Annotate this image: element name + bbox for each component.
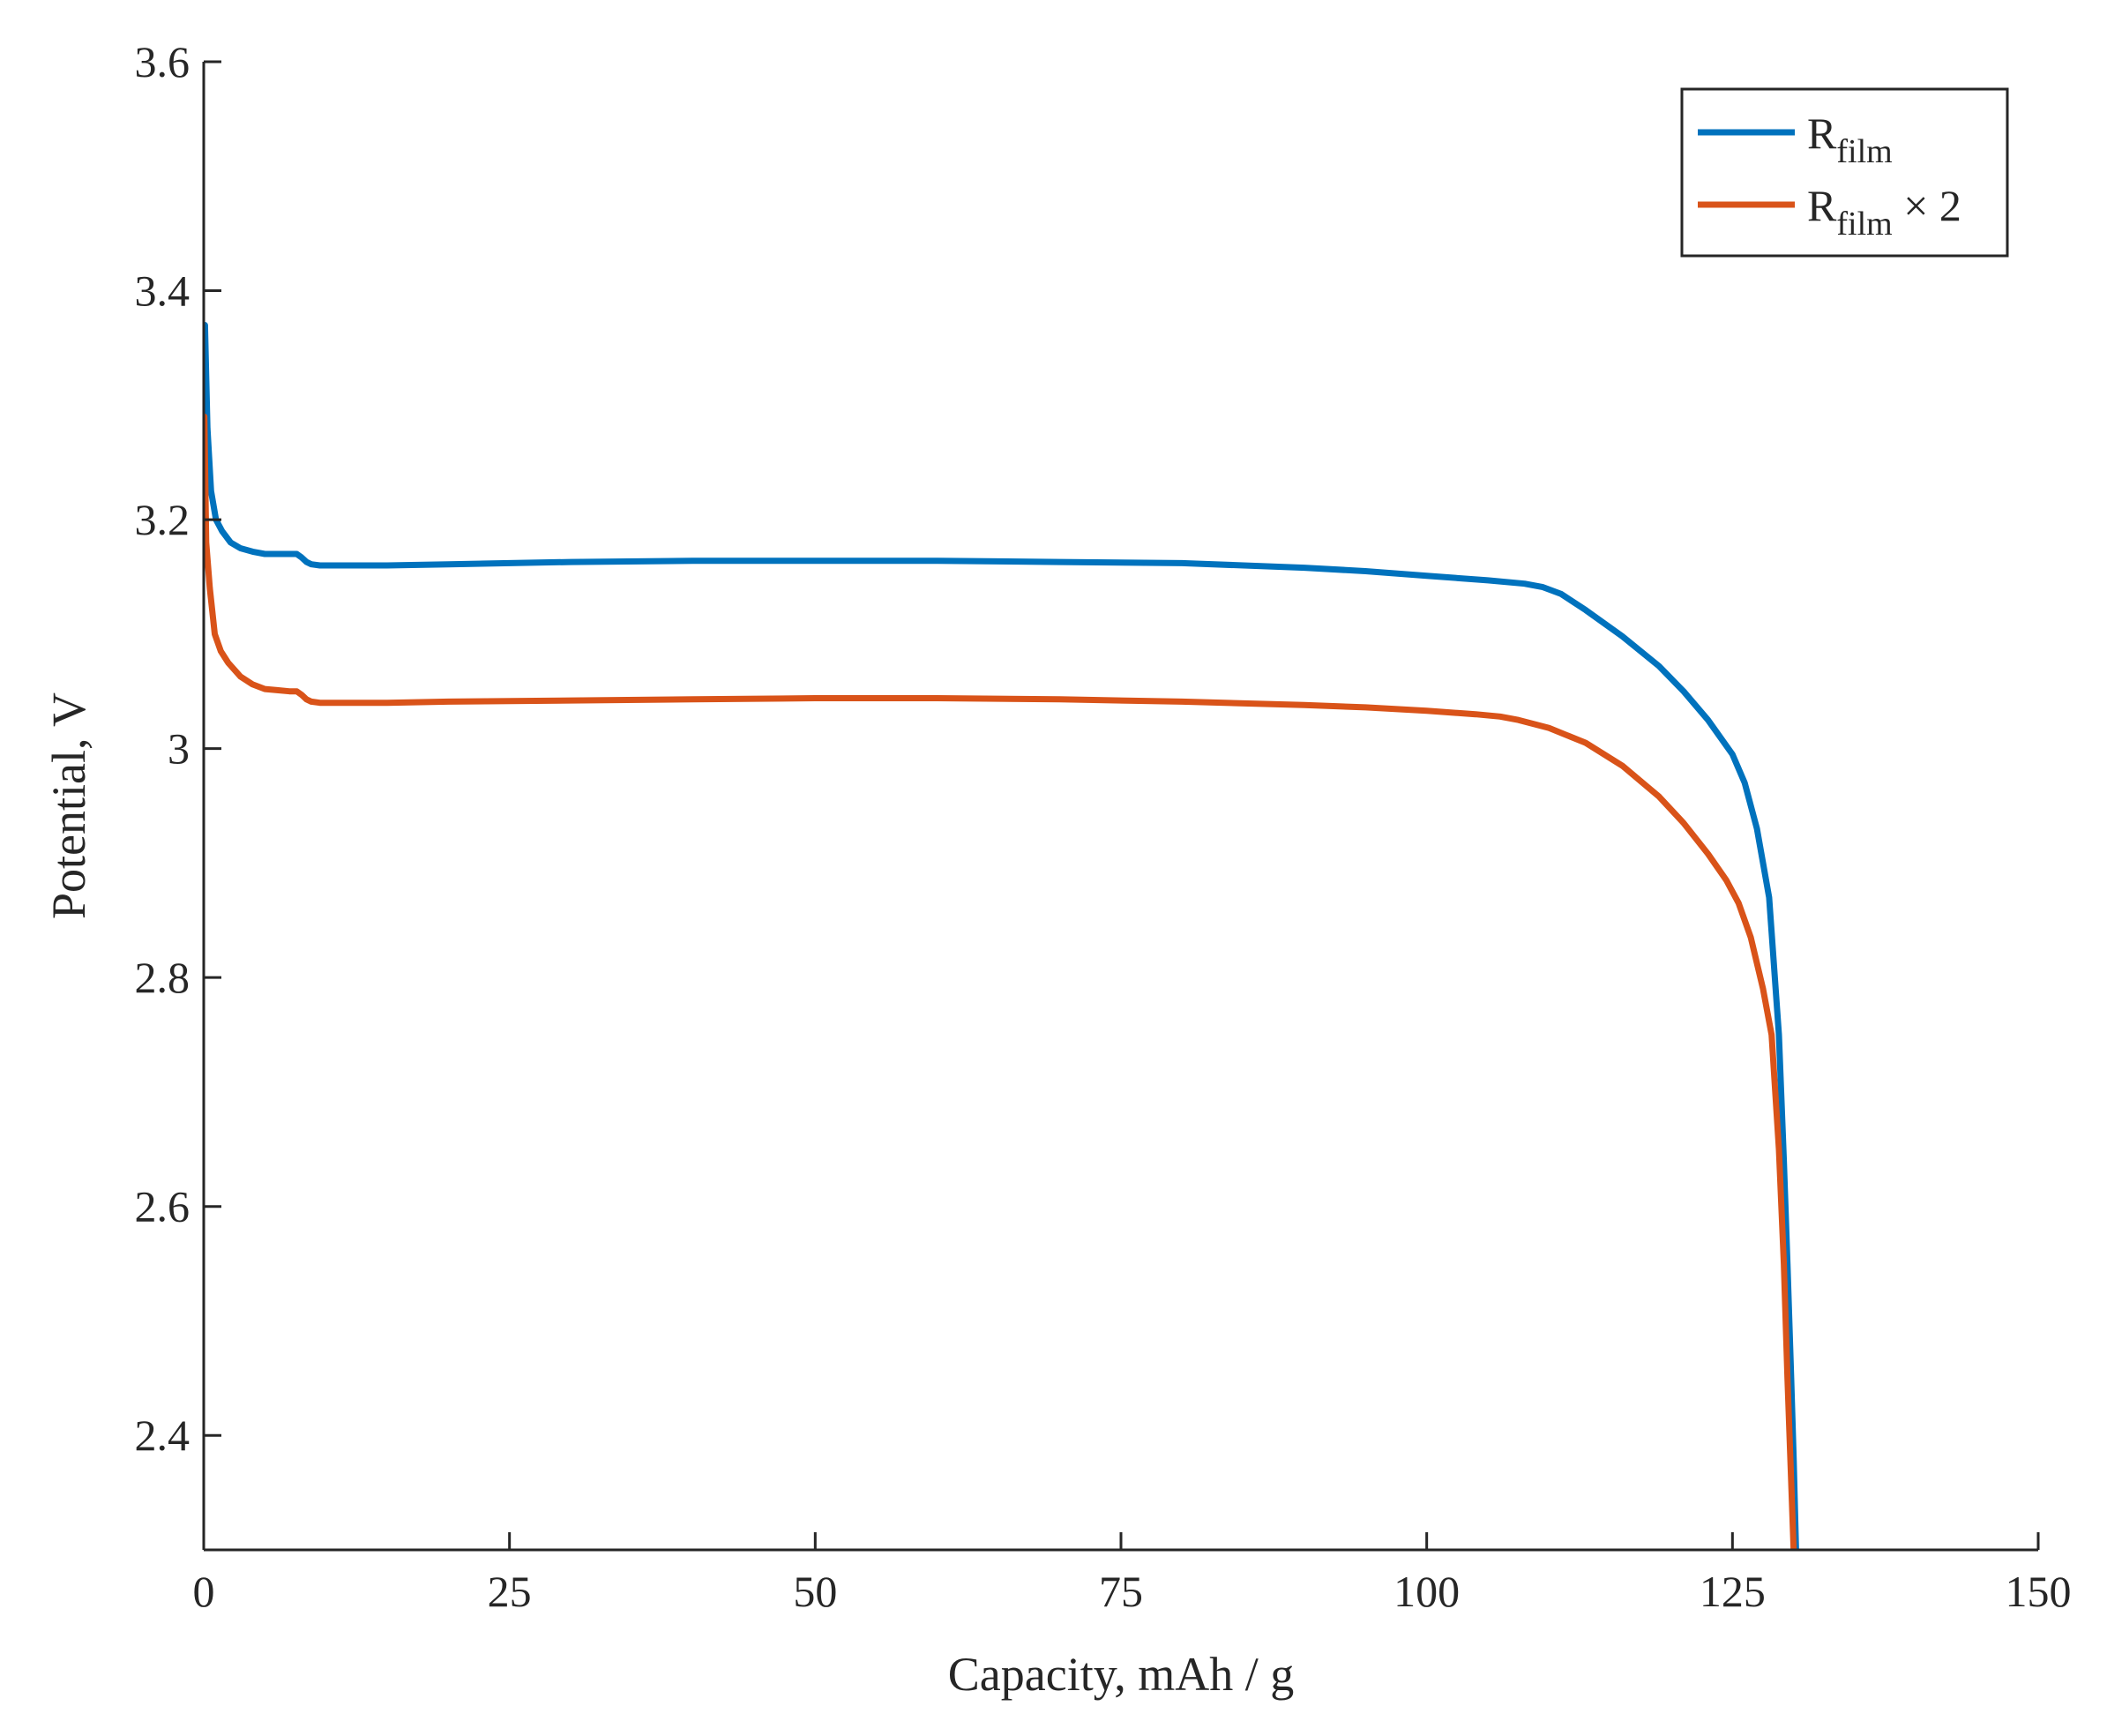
- x-tick-label: 50: [793, 1567, 837, 1616]
- x-axis-label: Capacity, mAh / g: [948, 1648, 1294, 1701]
- series-line-2: [204, 413, 1797, 1550]
- y-tick-label: 2.4: [135, 1410, 191, 1460]
- y-tick-label: 3.4: [135, 266, 191, 316]
- series-line-1: [204, 322, 1799, 1550]
- x-tick-label: 125: [1700, 1567, 1766, 1616]
- ticks: 0 25 50 75 100 125 150 2.4 2.6 2.8 3 3.2 3.4 3.6: [135, 37, 2072, 1616]
- plot-area: [204, 322, 1799, 1550]
- y-axis-label: Potential, V: [42, 692, 95, 919]
- legend-entry-2: Rfilm × 2: [1807, 181, 1961, 243]
- x-tick-label: 0: [193, 1567, 215, 1616]
- x-tick-label: 150: [2006, 1567, 2072, 1616]
- x-tick-label: 75: [1099, 1567, 1143, 1616]
- x-tick-label: 100: [1393, 1567, 1460, 1616]
- legend-box: [1680, 87, 2009, 258]
- x-tick-label: 25: [488, 1567, 532, 1616]
- legend-entry-1: Rfilm: [1807, 108, 1893, 170]
- axes: [202, 62, 2038, 1552]
- y-tick-label: 3: [168, 724, 190, 774]
- y-tick-label: 2.8: [135, 953, 191, 1002]
- y-tick-label: 3.2: [135, 495, 191, 544]
- y-tick-label: 2.6: [135, 1182, 191, 1231]
- legend: Rfilm Rfilm × 2: [1680, 87, 2009, 258]
- y-tick-label: 3.6: [135, 37, 191, 86]
